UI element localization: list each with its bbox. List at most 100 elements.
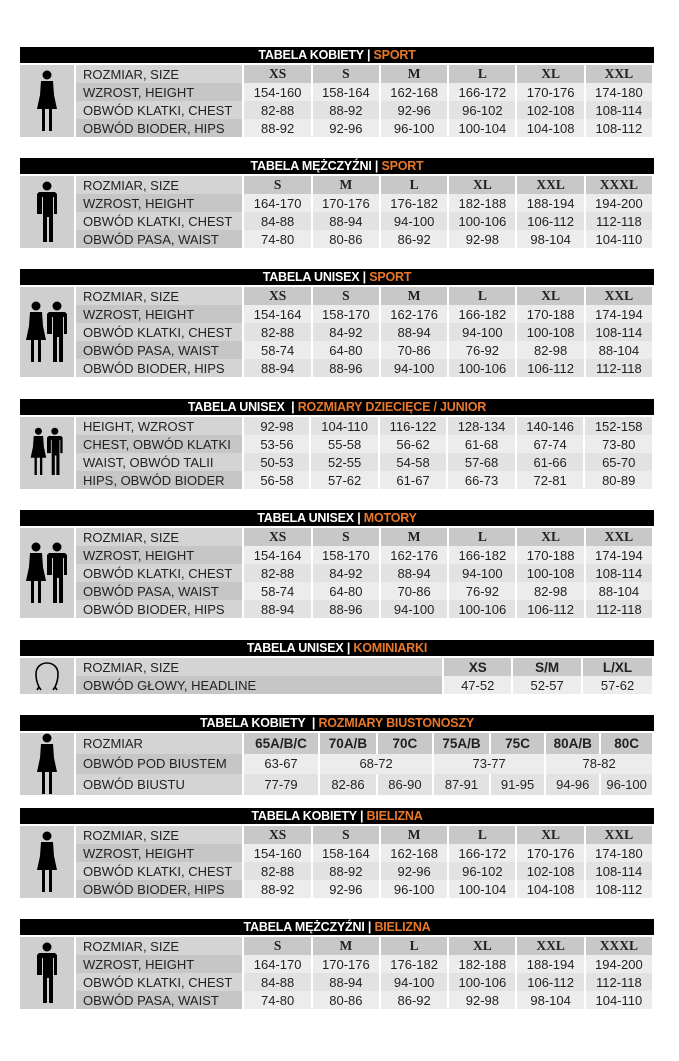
table-cell: 61-67 — [379, 471, 447, 489]
table-cell: 57-68 — [448, 453, 515, 471]
table-header: TABELA UNISEX | ROZMIARY DZIECIĘCE / JUN… — [20, 399, 654, 415]
table-cell: XXL — [585, 65, 652, 83]
size-table: TABELA KOBIETY | SPORT ROZMIAR, SIZE XS S M L… — [20, 47, 654, 137]
female-figure-icon — [20, 826, 74, 898]
table-row: ROZMIAR, SIZE S M L XL XXL XXXL — [76, 937, 652, 955]
table-cell: 82-88 — [244, 564, 311, 582]
table-header: TABELA KOBIETY | ROZMIARY BIUSTONOSZY — [20, 715, 654, 731]
table-cell: 87-91 — [434, 774, 489, 795]
table-cell: 100-106 — [449, 600, 516, 618]
table-cell: 174-194 — [585, 305, 652, 323]
size-table: TABELA KOBIETY | BIELIZNA ROZMIAR, SIZE XS… — [20, 808, 654, 898]
table-cell: 55-58 — [311, 435, 378, 453]
table-cell: 100-106 — [449, 359, 516, 377]
table-header: TABELA MĘŻCZYŹNI | BIELIZNA — [20, 919, 654, 935]
table-cell: 88-92 — [244, 880, 311, 898]
row-label: ROZMIAR, SIZE — [76, 176, 243, 194]
table-cell: L/XL — [583, 658, 652, 676]
table-row: WZROST, HEIGHT 154-164 158-170 162-176 166-1… — [76, 546, 652, 564]
table-cell: 57-62 — [583, 676, 652, 694]
table-row: ROZMIAR, SIZE XS S M L XL XXL — [76, 65, 652, 83]
table-row: ROZMIAR 65A/B/C 70A/B 70C 75A/B 75C 80A/B 80C — [76, 733, 652, 754]
table-title: TABELA UNISEX | — [187, 400, 298, 414]
table-row: OBWÓD POD BIUSTEM 63-67 68-72 73-77 78-82 — [76, 753, 652, 775]
table-header: TABELA UNISEX | SPORT — [20, 269, 654, 285]
table-row: OBWÓD BIUSTU 77-79 82-86 86-90 87-91 91-95 94-… — [76, 774, 652, 795]
table-cell: 96-100 — [380, 119, 448, 137]
male-figure-icon — [20, 937, 74, 1009]
table-cell: 182-188 — [449, 194, 516, 212]
table-cell: 56-62 — [379, 435, 447, 453]
table-title: TABELA MĘŻCZYŹNI | — [243, 920, 375, 934]
table-cell: 154-160 — [244, 844, 311, 862]
table-cell: 112-118 — [585, 600, 652, 618]
kids-figures-icon — [20, 417, 74, 489]
table-cell: 112-118 — [585, 212, 652, 230]
table-cell: S/M — [513, 658, 582, 676]
table-cell: L — [449, 65, 516, 83]
row-label: WZROST, HEIGHT — [76, 546, 243, 564]
table-cell: XXXL — [585, 937, 652, 955]
row-label: WZROST, HEIGHT — [76, 83, 243, 101]
table-cell: 82-88 — [244, 101, 311, 119]
table-cell: 56-58 — [244, 471, 310, 489]
table-cell: S — [244, 937, 311, 955]
table-row: OBWÓD KLATKI, CHEST 82-88 84-92 88-94 94-100… — [76, 323, 652, 341]
table-cell: 77-79 — [244, 774, 319, 795]
table-cell: 140-146 — [516, 417, 584, 435]
head-outline-icon — [20, 658, 74, 694]
table-cell: L — [380, 937, 448, 955]
table-category: KOMINIARKI — [353, 641, 428, 655]
table-row: HIPS, OBWÓD BIODER 56-58 57-62 61-67 66-73 72… — [76, 471, 652, 489]
table-cell: 158-164 — [312, 844, 379, 862]
table-cell: 104-108 — [517, 119, 584, 137]
table-cell: 100-106 — [449, 212, 516, 230]
table-cell: XS — [244, 528, 311, 546]
table-cell: 188-194 — [517, 194, 584, 212]
table-cell: 194-200 — [585, 194, 652, 212]
table-cell: 92-96 — [380, 101, 448, 119]
table-cell: 82-88 — [244, 323, 311, 341]
table-row: OBWÓD GŁOWY, HEADLINE 47-52 52-57 57-62 — [76, 676, 652, 694]
table-title: TABELA MĘŻCZYŹNI | — [250, 159, 382, 173]
table-row: OBWÓD PASA, WAIST 74-80 80-86 86-92 92-98 98-… — [76, 230, 652, 248]
table-cell: 91-95 — [490, 774, 545, 795]
table-category: ROZMIARY BIUSTONOSZY — [318, 716, 474, 730]
table-row: OBWÓD BIODER, HIPS 88-92 92-96 96-100 100-10… — [76, 880, 652, 898]
table-cell: 61-68 — [448, 435, 515, 453]
table-row: ROZMIAR, SIZE XS S/M L/XL — [76, 658, 652, 676]
table-row: OBWÓD KLATKI, CHEST 84-88 88-94 94-100 100-1… — [76, 973, 652, 991]
table-cell: M — [380, 65, 448, 83]
table-cell: 102-108 — [517, 862, 584, 880]
table-row: OBWÓD KLATKI, CHEST 82-88 88-92 92-96 96-102… — [76, 101, 652, 119]
table-cell: 166-182 — [449, 305, 516, 323]
table-row: ROZMIAR, SIZE XS S M L XL XXL — [76, 826, 652, 844]
row-label: CHEST, OBWÓD KLATKI — [76, 435, 243, 453]
table-cell: 94-100 — [380, 973, 448, 991]
table-row: OBWÓD PASA, WAIST 58-74 64-80 70-86 76-92 82-… — [76, 582, 652, 600]
table-cell: 88-92 — [244, 119, 311, 137]
table-cell: 88-92 — [312, 101, 379, 119]
table-cell: 94-100 — [380, 359, 448, 377]
row-label: ROZMIAR, SIZE — [76, 826, 243, 844]
table-category: SPORT — [381, 159, 424, 173]
table-cell: 174-180 — [585, 83, 652, 101]
table-cell: 82-98 — [517, 341, 584, 359]
row-label: OBWÓD POD BIUSTEM — [76, 753, 242, 775]
table-cell: 82-88 — [244, 862, 311, 880]
size-table: TABELA UNISEX | SPORT ROZMIAR, SIZE XS S M L… — [20, 269, 654, 377]
table-cell: XS — [244, 65, 311, 83]
table-cell: 112-118 — [585, 359, 652, 377]
table-cell: 88-94 — [312, 212, 379, 230]
table-cell: 96-102 — [449, 862, 516, 880]
table-cell: 84-88 — [244, 973, 311, 991]
table-cell: 94-96 — [546, 774, 600, 795]
table-cell: 80C — [601, 733, 652, 754]
table-cell: 94-100 — [380, 212, 448, 230]
table-category: SPORT — [373, 48, 416, 62]
table-cell: XL — [449, 176, 516, 194]
table-cell: 92-96 — [312, 119, 379, 137]
table-cell: 75A/B — [434, 733, 489, 754]
table-cell: S — [312, 287, 379, 305]
table-cell: XL — [517, 287, 584, 305]
